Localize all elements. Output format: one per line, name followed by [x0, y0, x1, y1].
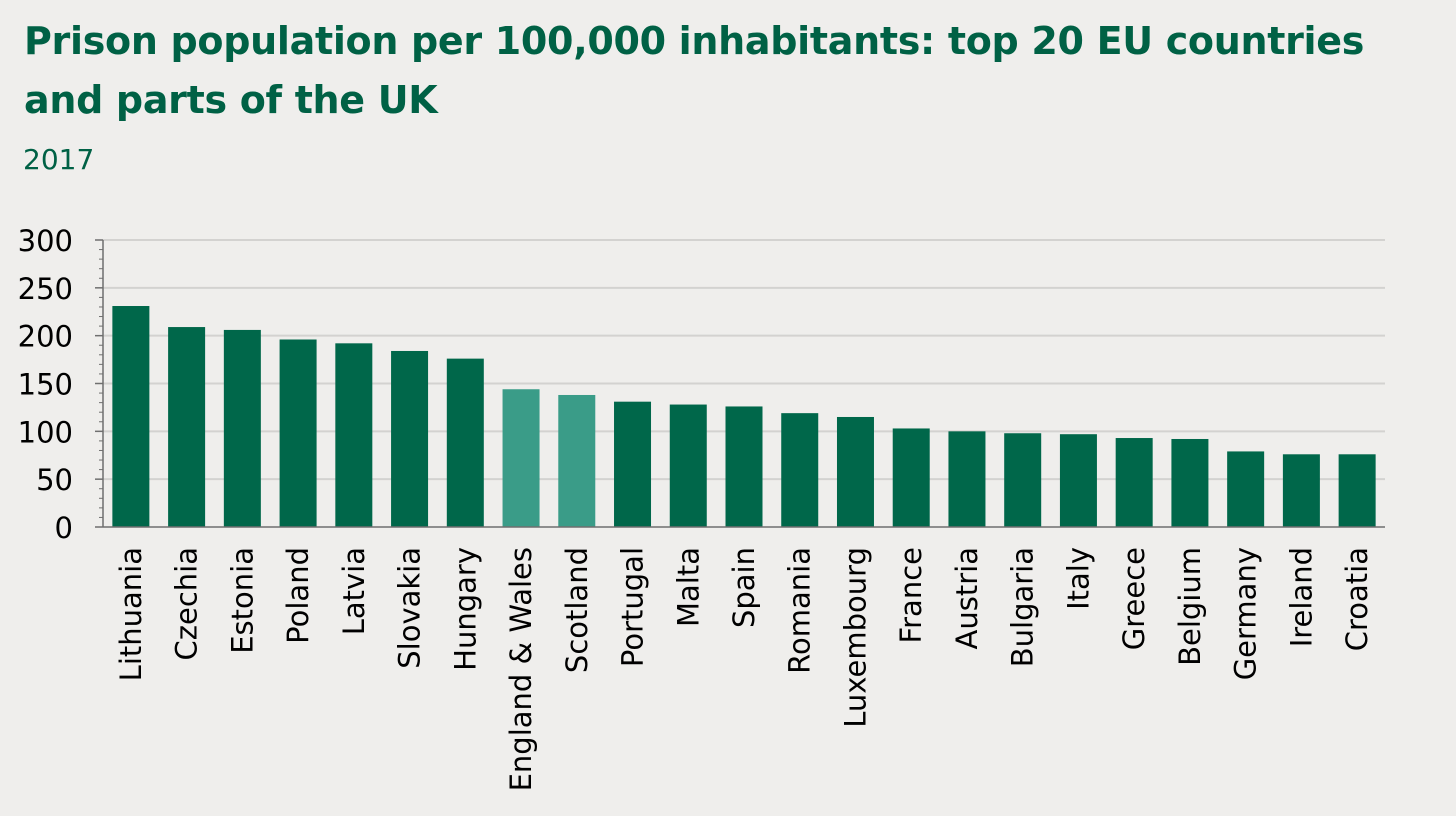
chart-title: Prison population per 100,000 inhabitant…	[24, 19, 1365, 122]
chart-subtitle: 2017	[23, 143, 95, 176]
bar-germany	[1227, 451, 1265, 527]
bar-croatia	[1338, 454, 1376, 527]
x-axis-labels: Lithuania Czechia Estonia Poland Latvia Slova…	[114, 547, 1374, 791]
bar-portugal	[614, 401, 652, 527]
x-tick-label: Scotland	[560, 547, 594, 673]
x-tick-label: Italy	[1061, 547, 1095, 610]
bar-latvia	[335, 343, 373, 527]
bar-lithuania	[112, 306, 150, 527]
x-tick-label: Poland	[281, 547, 315, 644]
x-tick-label: Latvia	[337, 547, 371, 635]
x-tick-label: Belgium	[1173, 547, 1207, 666]
x-tick-label: Austria	[950, 547, 984, 649]
x-tick-label: Portugal	[616, 547, 650, 667]
bar-italy	[1059, 434, 1097, 527]
x-tick-label: Luxembourg	[838, 547, 872, 728]
y-axis-ticks: 0 50 100 150 200 250 300	[18, 224, 73, 545]
x-tick-label: France	[894, 547, 928, 643]
x-tick-label: Malta	[671, 547, 705, 627]
x-tick-label: Spain	[727, 547, 761, 628]
bar-poland	[279, 339, 317, 527]
bar-bulgaria	[1004, 433, 1042, 527]
bar-czechia	[168, 327, 206, 527]
y-tick-label: 0	[55, 511, 73, 545]
x-tick-label: Estonia	[225, 547, 259, 654]
bar-ireland	[1282, 454, 1320, 527]
x-tick-label: Slovakia	[393, 547, 427, 669]
y-tick-label: 100	[18, 415, 73, 449]
x-tick-label: Romania	[783, 547, 817, 674]
x-tick-label: Hungary	[448, 547, 482, 671]
bar-greece	[1115, 438, 1153, 527]
x-tick-label: Germany	[1229, 547, 1263, 680]
y-tick-label: 250	[18, 272, 73, 306]
bar-spain	[725, 406, 763, 527]
bars	[112, 306, 1376, 527]
bar-luxembourg	[836, 416, 874, 527]
axes	[95, 239, 1385, 528]
bar-scotland	[558, 394, 596, 527]
bar-belgium	[1171, 438, 1209, 527]
x-tick-label: Lithuania	[114, 547, 148, 681]
x-tick-label: Czechia	[170, 547, 204, 660]
bar-malta	[669, 404, 707, 527]
y-tick-label: 200	[18, 320, 73, 354]
x-tick-label: England & Wales	[504, 547, 538, 791]
gridlines	[103, 239, 1385, 481]
y-tick-label: 300	[18, 224, 73, 258]
x-tick-label: Croatia	[1340, 547, 1374, 651]
bar-austria	[948, 431, 986, 527]
y-tick-label: 150	[18, 368, 73, 402]
y-tick-label: 50	[36, 463, 73, 497]
bar-england-wales	[502, 389, 540, 527]
x-tick-label: Greece	[1117, 547, 1151, 650]
x-tick-label: Bulgaria	[1006, 547, 1040, 667]
bar-france	[892, 428, 930, 527]
bar-romania	[781, 413, 819, 527]
x-tick-label: Ireland	[1284, 547, 1318, 647]
bar-hungary	[446, 358, 484, 527]
bar-slovakia	[391, 350, 429, 527]
bar-estonia	[223, 329, 261, 527]
